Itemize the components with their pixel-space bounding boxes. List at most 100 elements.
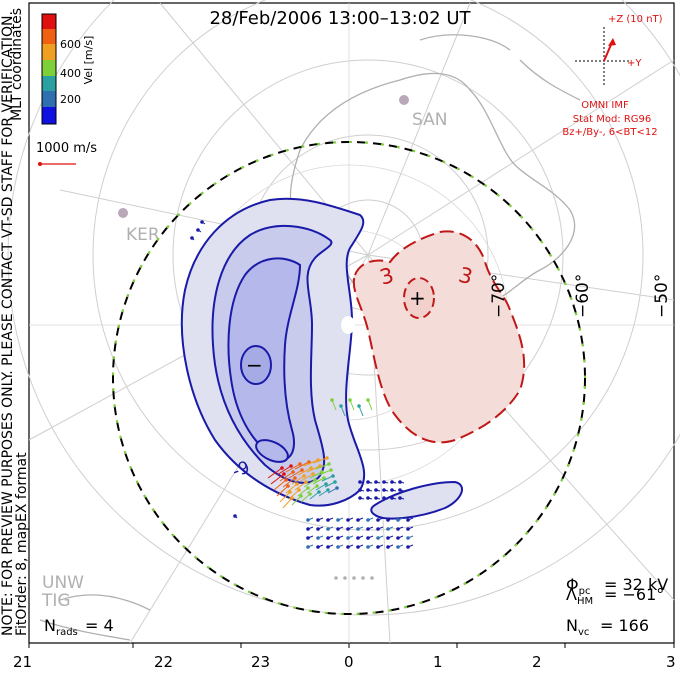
vector-origin-dot: [386, 545, 390, 549]
vector-origin-dot: [286, 484, 290, 488]
imf-source-label: OMNI IMF: [581, 100, 629, 111]
station-ker-label: KER: [126, 225, 160, 245]
vector-origin-dot: [358, 488, 362, 492]
fit-order-note: FitOrder: 8, mapEX format: [14, 452, 30, 636]
vector-origin-dot: [311, 472, 315, 476]
vector-origin-dot: [324, 482, 328, 486]
pos-contour-label-1: 3: [377, 263, 396, 290]
imf-dial: [575, 27, 630, 85]
mlt-tick-3: 3: [666, 653, 676, 671]
velocity-vector: [318, 469, 332, 476]
velocity-vector: [270, 473, 285, 485]
velocity-vector: [282, 477, 296, 488]
lambda-hm-value: = −61°: [604, 585, 664, 604]
vector-origin-dot: [308, 492, 312, 496]
vector-origin-dot: [374, 488, 378, 492]
mlt-axis: [28, 643, 675, 648]
vector-origin-dot: [376, 518, 380, 522]
velocity-vector: [297, 467, 312, 476]
mlt-tick-21: 21: [13, 653, 32, 671]
negative-cell: − -9: [180, 197, 464, 520]
velocity-vector: [285, 483, 298, 494]
vector-origin-dot: [315, 484, 319, 488]
vector-origin-dot: [358, 480, 362, 484]
vector-origin-dot: [357, 404, 361, 408]
colorbar-tick-600: 600: [60, 38, 81, 51]
vector-origin-dot: [346, 518, 350, 522]
vector-origin-dot: [331, 474, 335, 478]
n-vc-value: = 166: [600, 616, 649, 635]
lat-label-70: −70°: [489, 274, 509, 318]
vector-origin-dot: [376, 527, 380, 531]
phi-pc-value: = 32 kV: [604, 575, 668, 594]
vector-origin-dot: [316, 536, 320, 540]
max-potential-marker: +: [409, 286, 426, 310]
vector-origin-dot: [382, 480, 386, 484]
vector-origin-dot: [356, 518, 360, 522]
velocity-vector: [282, 497, 293, 509]
vector-origin-dot: [291, 470, 295, 474]
vector-origin-dot: [406, 536, 410, 540]
vector-origin-dot: [390, 488, 394, 492]
vector-origin-dot: [306, 518, 310, 522]
vector-origin-dot: [346, 545, 350, 549]
station-tig-label: TIG: [41, 591, 71, 611]
vector-origin-dot: [336, 518, 340, 522]
low-quality-dot: [352, 576, 356, 580]
vector-origin-dot: [396, 527, 400, 531]
n-rads-symbol: Nrads: [44, 616, 78, 638]
vector-origin-dot: [330, 398, 334, 402]
velocity-vector: [309, 471, 323, 479]
vector-origin-dot: [396, 518, 400, 522]
vector-origin-dot: [339, 404, 343, 408]
vector-origin-dot: [329, 468, 333, 472]
vector-origin-dot: [326, 545, 330, 549]
plot-frame: [28, 2, 675, 644]
vector-origin-dot: [293, 476, 297, 480]
vector-origin-dot: [382, 496, 386, 500]
neg-contour-tongue: [370, 480, 464, 520]
min-potential-marker: −: [246, 353, 263, 377]
mlt-tick-2: 2: [532, 653, 542, 671]
n-rads-value: = 4: [85, 616, 114, 635]
vector-origin-dot: [306, 527, 310, 531]
station-ker-marker: [118, 208, 128, 218]
stat-model-label: Stat Mod: RG96: [573, 114, 652, 125]
vector-origin-dot: [336, 536, 340, 540]
vector-origin-dot: [233, 514, 237, 518]
vector-origin-dot: [316, 518, 320, 522]
vector-origin-dot: [304, 480, 308, 484]
vector-origin-dot: [382, 488, 386, 492]
colorbar-tick-400: 400: [60, 67, 81, 80]
mlt-coordinates-label: MLT coordinates: [9, 8, 25, 121]
n-vc-symbol: Nvc: [566, 616, 589, 638]
vector-origin-dot: [306, 486, 310, 490]
colorbar-label: Vel [m/s]: [82, 36, 95, 85]
vector-origin-dot: [366, 536, 370, 540]
vector-origin-dot: [366, 527, 370, 531]
vector-origin-dot: [398, 480, 402, 484]
vector-origin-dot: [366, 518, 370, 522]
color-bar: [41, 13, 57, 125]
velocity-vector: [312, 457, 328, 464]
vector-scale-label: 1000 m/s: [36, 141, 97, 156]
vector-origin-dot: [366, 480, 370, 484]
imf-z-label: +Z (10 nT): [608, 14, 663, 25]
vector-origin-dot: [406, 545, 410, 549]
positive-cell: + 3 3: [352, 230, 526, 444]
velocity-vector: [288, 469, 303, 479]
neg-contour-label: -9: [230, 457, 253, 482]
imf-condition-label: Bz+/By-, 6<BT<12: [562, 127, 657, 138]
neg-contour-small: [255, 439, 289, 463]
vector-origin-dot: [289, 464, 293, 468]
vector-origin-dot: [376, 545, 380, 549]
velocity-vector: [267, 467, 283, 479]
vector-origin-dot: [306, 545, 310, 549]
vector-origin-dot: [374, 480, 378, 484]
mlt-tick-23: 23: [251, 653, 270, 671]
vector-origin-dot: [325, 456, 329, 460]
vector-origin-dot: [327, 462, 331, 466]
vector-origin-dot: [295, 482, 299, 486]
station-san-label: SAN: [412, 110, 447, 130]
